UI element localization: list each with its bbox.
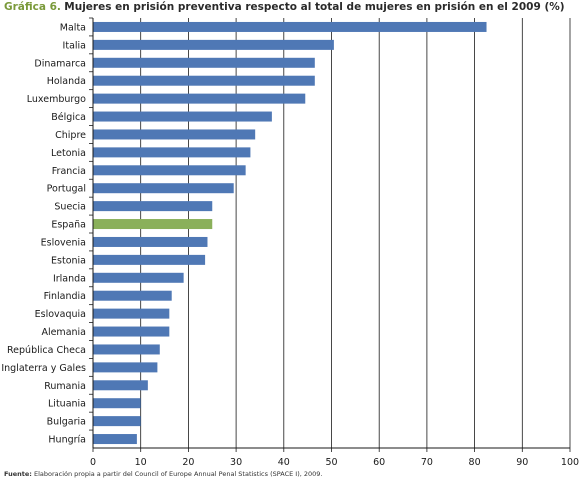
category-label: Dinamarca xyxy=(34,58,86,69)
x-tick-label: 50 xyxy=(325,457,337,468)
source-text: Elaboración propia a partir del Council … xyxy=(33,470,323,478)
bar xyxy=(93,290,172,301)
bar xyxy=(93,75,315,86)
bar xyxy=(93,254,206,265)
x-tick-label: 20 xyxy=(182,457,194,468)
x-tick-label: 60 xyxy=(373,457,385,468)
category-label: Bélgica xyxy=(51,112,86,123)
bar xyxy=(93,398,141,409)
category-label: Italia xyxy=(63,40,86,51)
category-label: Lituania xyxy=(48,399,86,410)
x-tick-label: 90 xyxy=(516,457,528,468)
category-label: Irlanda xyxy=(53,273,86,284)
category-label: Francia xyxy=(52,166,86,177)
bar xyxy=(93,93,306,104)
chart-title-prefix: Gráfica 6. xyxy=(4,1,61,13)
x-tick-label: 10 xyxy=(135,457,147,468)
category-label: Chipre xyxy=(55,130,86,141)
bar xyxy=(93,165,246,176)
bar xyxy=(93,344,160,355)
category-label: Portugal xyxy=(47,184,86,195)
x-tick-label: 0 xyxy=(90,457,96,468)
category-label: Letonia xyxy=(51,148,86,159)
category-label: República Checa xyxy=(7,345,86,356)
category-label: Inglaterra y Gales xyxy=(1,363,86,374)
bar xyxy=(93,219,213,230)
category-label: Estonia xyxy=(51,255,86,266)
bar xyxy=(93,362,158,373)
bar xyxy=(93,326,170,337)
category-label: Eslovaquia xyxy=(35,309,86,320)
bar xyxy=(93,434,137,445)
bar xyxy=(93,201,213,212)
x-tick-label: 80 xyxy=(469,457,481,468)
source-note: Fuente: Elaboración propia a partir del … xyxy=(4,470,322,478)
category-label: Alemania xyxy=(41,327,86,338)
category-label: Rumania xyxy=(44,381,86,392)
category-label: Holanda xyxy=(47,76,86,87)
category-label: Hungría xyxy=(48,435,86,446)
category-label: Suecia xyxy=(54,202,86,213)
category-label: Finlandia xyxy=(44,291,86,302)
category-label: Eslovenia xyxy=(41,237,86,248)
bar xyxy=(93,308,170,319)
category-label: Luxemburgo xyxy=(27,94,86,105)
bar xyxy=(93,380,148,391)
bar xyxy=(93,416,141,427)
category-label: Malta xyxy=(60,22,86,33)
x-tick-label: 40 xyxy=(278,457,290,468)
x-tick-label: 100 xyxy=(561,457,579,468)
bar xyxy=(93,183,234,194)
bar xyxy=(93,39,334,50)
bar xyxy=(93,236,208,247)
bar xyxy=(93,21,487,32)
bar xyxy=(93,147,251,158)
bar xyxy=(93,272,184,283)
category-label: España xyxy=(51,220,86,231)
bar xyxy=(93,111,272,122)
chart-title-text: Mujeres en prisión preventiva respecto a… xyxy=(64,1,565,13)
x-tick-label: 70 xyxy=(421,457,433,468)
source-label: Fuente: xyxy=(4,470,32,478)
bar xyxy=(93,57,315,68)
chart-title: Gráfica 6. Mujeres en prisión preventiva… xyxy=(4,1,565,13)
category-label: Bulgaria xyxy=(47,417,86,428)
x-tick-label: 30 xyxy=(230,457,242,468)
bar xyxy=(93,129,256,140)
